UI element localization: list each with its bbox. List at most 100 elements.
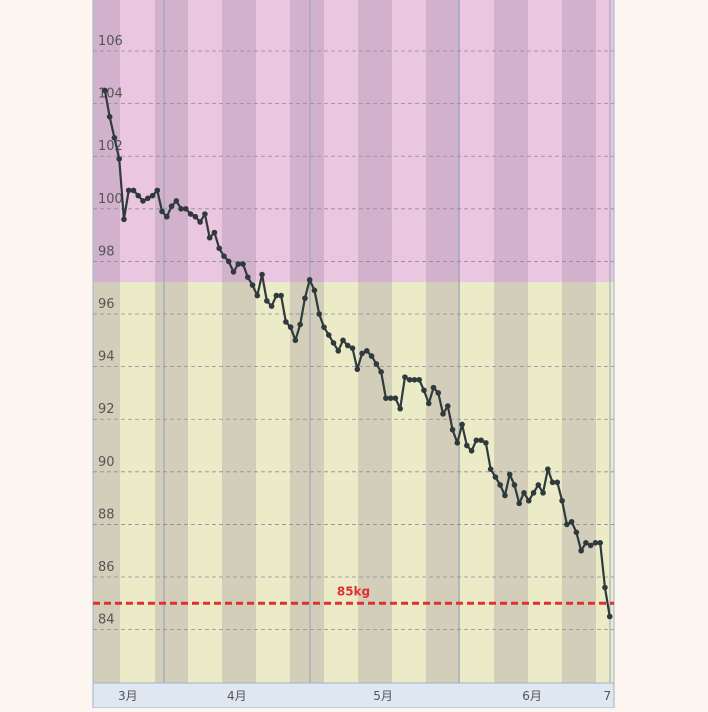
data-point — [411, 376, 418, 383]
data-point — [316, 311, 323, 317]
data-point — [364, 348, 370, 354]
data-point — [321, 324, 327, 330]
data-point — [197, 219, 203, 225]
data-point — [154, 187, 161, 194]
data-point — [244, 274, 251, 280]
data-point — [225, 258, 232, 265]
data-point — [354, 366, 361, 373]
data-point — [240, 261, 246, 267]
data-point — [449, 426, 456, 433]
data-point — [435, 390, 442, 396]
data-point — [416, 376, 423, 383]
data-point — [545, 466, 551, 472]
data-point — [187, 211, 194, 217]
data-point — [306, 277, 313, 283]
x-tick-label: 6月 — [522, 689, 542, 703]
data-point — [540, 490, 546, 496]
data-point — [554, 479, 561, 486]
data-point — [102, 87, 108, 94]
data-point — [164, 213, 170, 220]
data-point — [464, 442, 470, 449]
data-point — [525, 497, 532, 504]
data-point — [221, 253, 227, 259]
data-point — [506, 471, 513, 478]
data-point — [116, 156, 122, 162]
data-point — [287, 324, 294, 330]
data-point — [454, 440, 461, 446]
x-tick-label: 4月 — [227, 689, 247, 703]
data-point — [211, 229, 218, 236]
data-point — [459, 421, 465, 428]
data-point — [311, 287, 318, 294]
data-point — [168, 203, 175, 209]
data-point — [483, 440, 489, 446]
data-point — [283, 319, 289, 325]
data-point — [425, 400, 432, 407]
data-point — [478, 437, 484, 444]
target-label: 85kg — [337, 584, 370, 598]
data-point — [159, 208, 165, 215]
data-point — [440, 411, 446, 417]
data-point — [592, 540, 599, 546]
data-point — [583, 540, 589, 546]
data-point — [568, 518, 575, 525]
y-tick-label: 100 — [98, 192, 123, 207]
data-point — [397, 405, 403, 412]
data-point — [573, 529, 580, 536]
y-tick-label: 88 — [98, 507, 115, 522]
data-point — [111, 135, 118, 141]
data-point — [183, 206, 189, 212]
data-point — [173, 198, 180, 204]
data-point — [192, 213, 199, 220]
data-point — [383, 395, 389, 401]
data-point — [149, 192, 156, 199]
data-point — [368, 353, 375, 359]
y-tick-label: 106 — [98, 34, 123, 49]
data-point — [421, 387, 427, 394]
data-point — [530, 490, 537, 496]
y-tick-label: 86 — [98, 560, 115, 575]
y-tick-label: 94 — [98, 350, 115, 365]
data-point — [492, 474, 499, 480]
data-point — [521, 490, 527, 496]
data-point — [292, 337, 299, 344]
data-point — [335, 348, 342, 354]
data-point — [235, 261, 242, 267]
data-point — [606, 613, 613, 620]
data-point — [516, 500, 523, 507]
data-point — [130, 187, 137, 194]
data-point — [602, 584, 608, 591]
data-point — [273, 292, 280, 299]
data-point — [325, 332, 332, 338]
data-point — [497, 482, 503, 488]
data-point — [406, 376, 413, 383]
data-point — [487, 466, 494, 472]
data-point — [125, 187, 132, 194]
data-point — [178, 206, 184, 212]
data-point — [468, 447, 475, 454]
data-point — [340, 337, 346, 344]
background — [92, 0, 615, 709]
data-point — [430, 384, 437, 391]
x-tick-label: 5月 — [373, 689, 393, 703]
y-tick-label: 90 — [98, 455, 115, 470]
data-point — [597, 540, 603, 546]
data-point — [254, 292, 261, 299]
data-point — [216, 245, 223, 252]
data-point — [349, 345, 356, 352]
data-point — [387, 395, 394, 401]
data-point — [564, 521, 570, 528]
data-point — [297, 321, 303, 328]
y-tick-label: 84 — [98, 613, 115, 628]
data-point — [587, 542, 594, 549]
data-point — [373, 361, 380, 367]
data-point — [140, 198, 146, 204]
data-point — [121, 216, 127, 223]
y-tick-label: 104 — [98, 87, 123, 102]
data-point — [559, 497, 565, 504]
data-point — [278, 292, 284, 299]
y-tick-label: 96 — [98, 297, 115, 312]
data-point — [502, 492, 508, 499]
data-point — [268, 303, 275, 309]
